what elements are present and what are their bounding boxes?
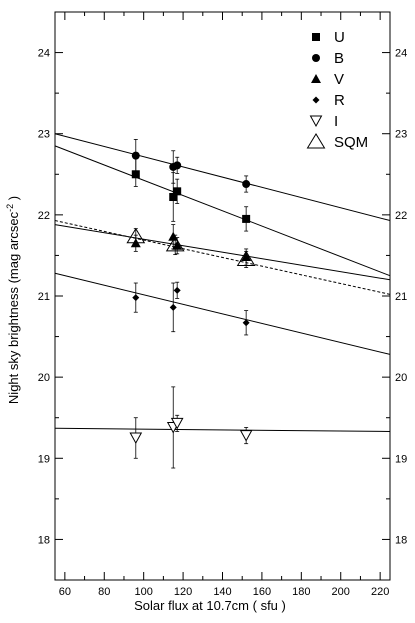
y-tick-label: 22 — [38, 210, 50, 222]
y-tick-label: 19 — [38, 453, 50, 465]
fit-line-b — [54, 133, 391, 222]
y-tick-label: 20 — [38, 372, 50, 384]
x-tick-label: 180 — [292, 586, 310, 598]
point-u — [173, 187, 182, 196]
point-r — [169, 303, 177, 311]
point-b — [173, 161, 182, 170]
y-axis-title-main: Night sky brightness (mag arcsec — [6, 211, 21, 404]
legend-label-u: U — [334, 29, 345, 46]
y-tick-label-right: 21 — [395, 291, 407, 303]
point-r — [132, 294, 140, 302]
point-i — [170, 417, 184, 430]
y-tick-label: 23 — [38, 129, 50, 141]
error-bars — [133, 138, 249, 469]
fit-lines — [54, 133, 391, 433]
y-tick-label-right: 20 — [395, 372, 407, 384]
legend-marker-i — [309, 115, 323, 128]
point-r — [242, 319, 250, 327]
legend-label-v: V — [334, 71, 344, 88]
y-tick-label-right: 23 — [395, 129, 407, 141]
fit-line-v — [54, 224, 391, 281]
fit-line-u — [54, 145, 391, 277]
point-b — [131, 151, 140, 160]
x-tick-label: 60 — [59, 586, 71, 598]
x-tick-label: 200 — [332, 586, 350, 598]
point-r — [173, 286, 181, 294]
point-i — [129, 432, 143, 445]
y-tick-label-right: 19 — [395, 453, 407, 465]
x-tick-label: 80 — [98, 586, 110, 598]
legend-label-b: B — [334, 50, 344, 67]
y-tick-label: 24 — [38, 48, 50, 60]
x-tick-label: 220 — [371, 586, 389, 598]
y-axis-title: Night sky brightness (mag arcsec-2 ) — [5, 196, 21, 404]
y-tick-label-right: 18 — [395, 534, 407, 546]
point-sqm — [126, 227, 146, 244]
axis-ticks: 60 80 100 120 140 160 180 200 220 18 18 19 19 20 20 21 2… — [38, 11, 407, 598]
legend-marker-u — [312, 33, 320, 41]
x-tick-label: 120 — [174, 586, 192, 598]
y-tick-label-right: 24 — [395, 48, 407, 60]
legend-label-sqm: SQM — [334, 134, 368, 151]
legend-marker-sqm — [306, 133, 326, 149]
fit-line-r — [54, 272, 391, 355]
point-sqm — [165, 235, 185, 252]
point-v — [241, 252, 252, 262]
y-tick-label: 18 — [38, 534, 50, 546]
point-u — [131, 170, 140, 179]
legend-label-r: R — [334, 92, 345, 109]
x-tick-label: 140 — [213, 586, 231, 598]
point-sqm — [236, 250, 256, 266]
y-tick-label: 21 — [38, 291, 50, 303]
x-tick-label: 160 — [253, 586, 271, 598]
point-i — [239, 430, 253, 442]
x-axis-title: Solar flux at 10.7cm ( sfu ) — [134, 598, 286, 613]
point-v — [172, 240, 183, 250]
legend-marker-b — [312, 54, 320, 62]
legend-marker-r — [312, 96, 320, 104]
x-tick-label: 100 — [134, 586, 152, 598]
y-axis-title-sup: -2 — [5, 204, 15, 212]
point-b — [242, 180, 251, 189]
y-axis-title-close: ) — [6, 196, 21, 204]
legend-label-i: I — [334, 113, 338, 130]
point-u — [242, 214, 251, 223]
data-points — [126, 151, 256, 445]
point-u — [169, 193, 178, 202]
fit-line-i — [54, 427, 391, 433]
y-tick-label-right: 22 — [395, 210, 407, 222]
legend-marker-v — [311, 74, 321, 83]
fit-line-sqm — [54, 220, 391, 295]
